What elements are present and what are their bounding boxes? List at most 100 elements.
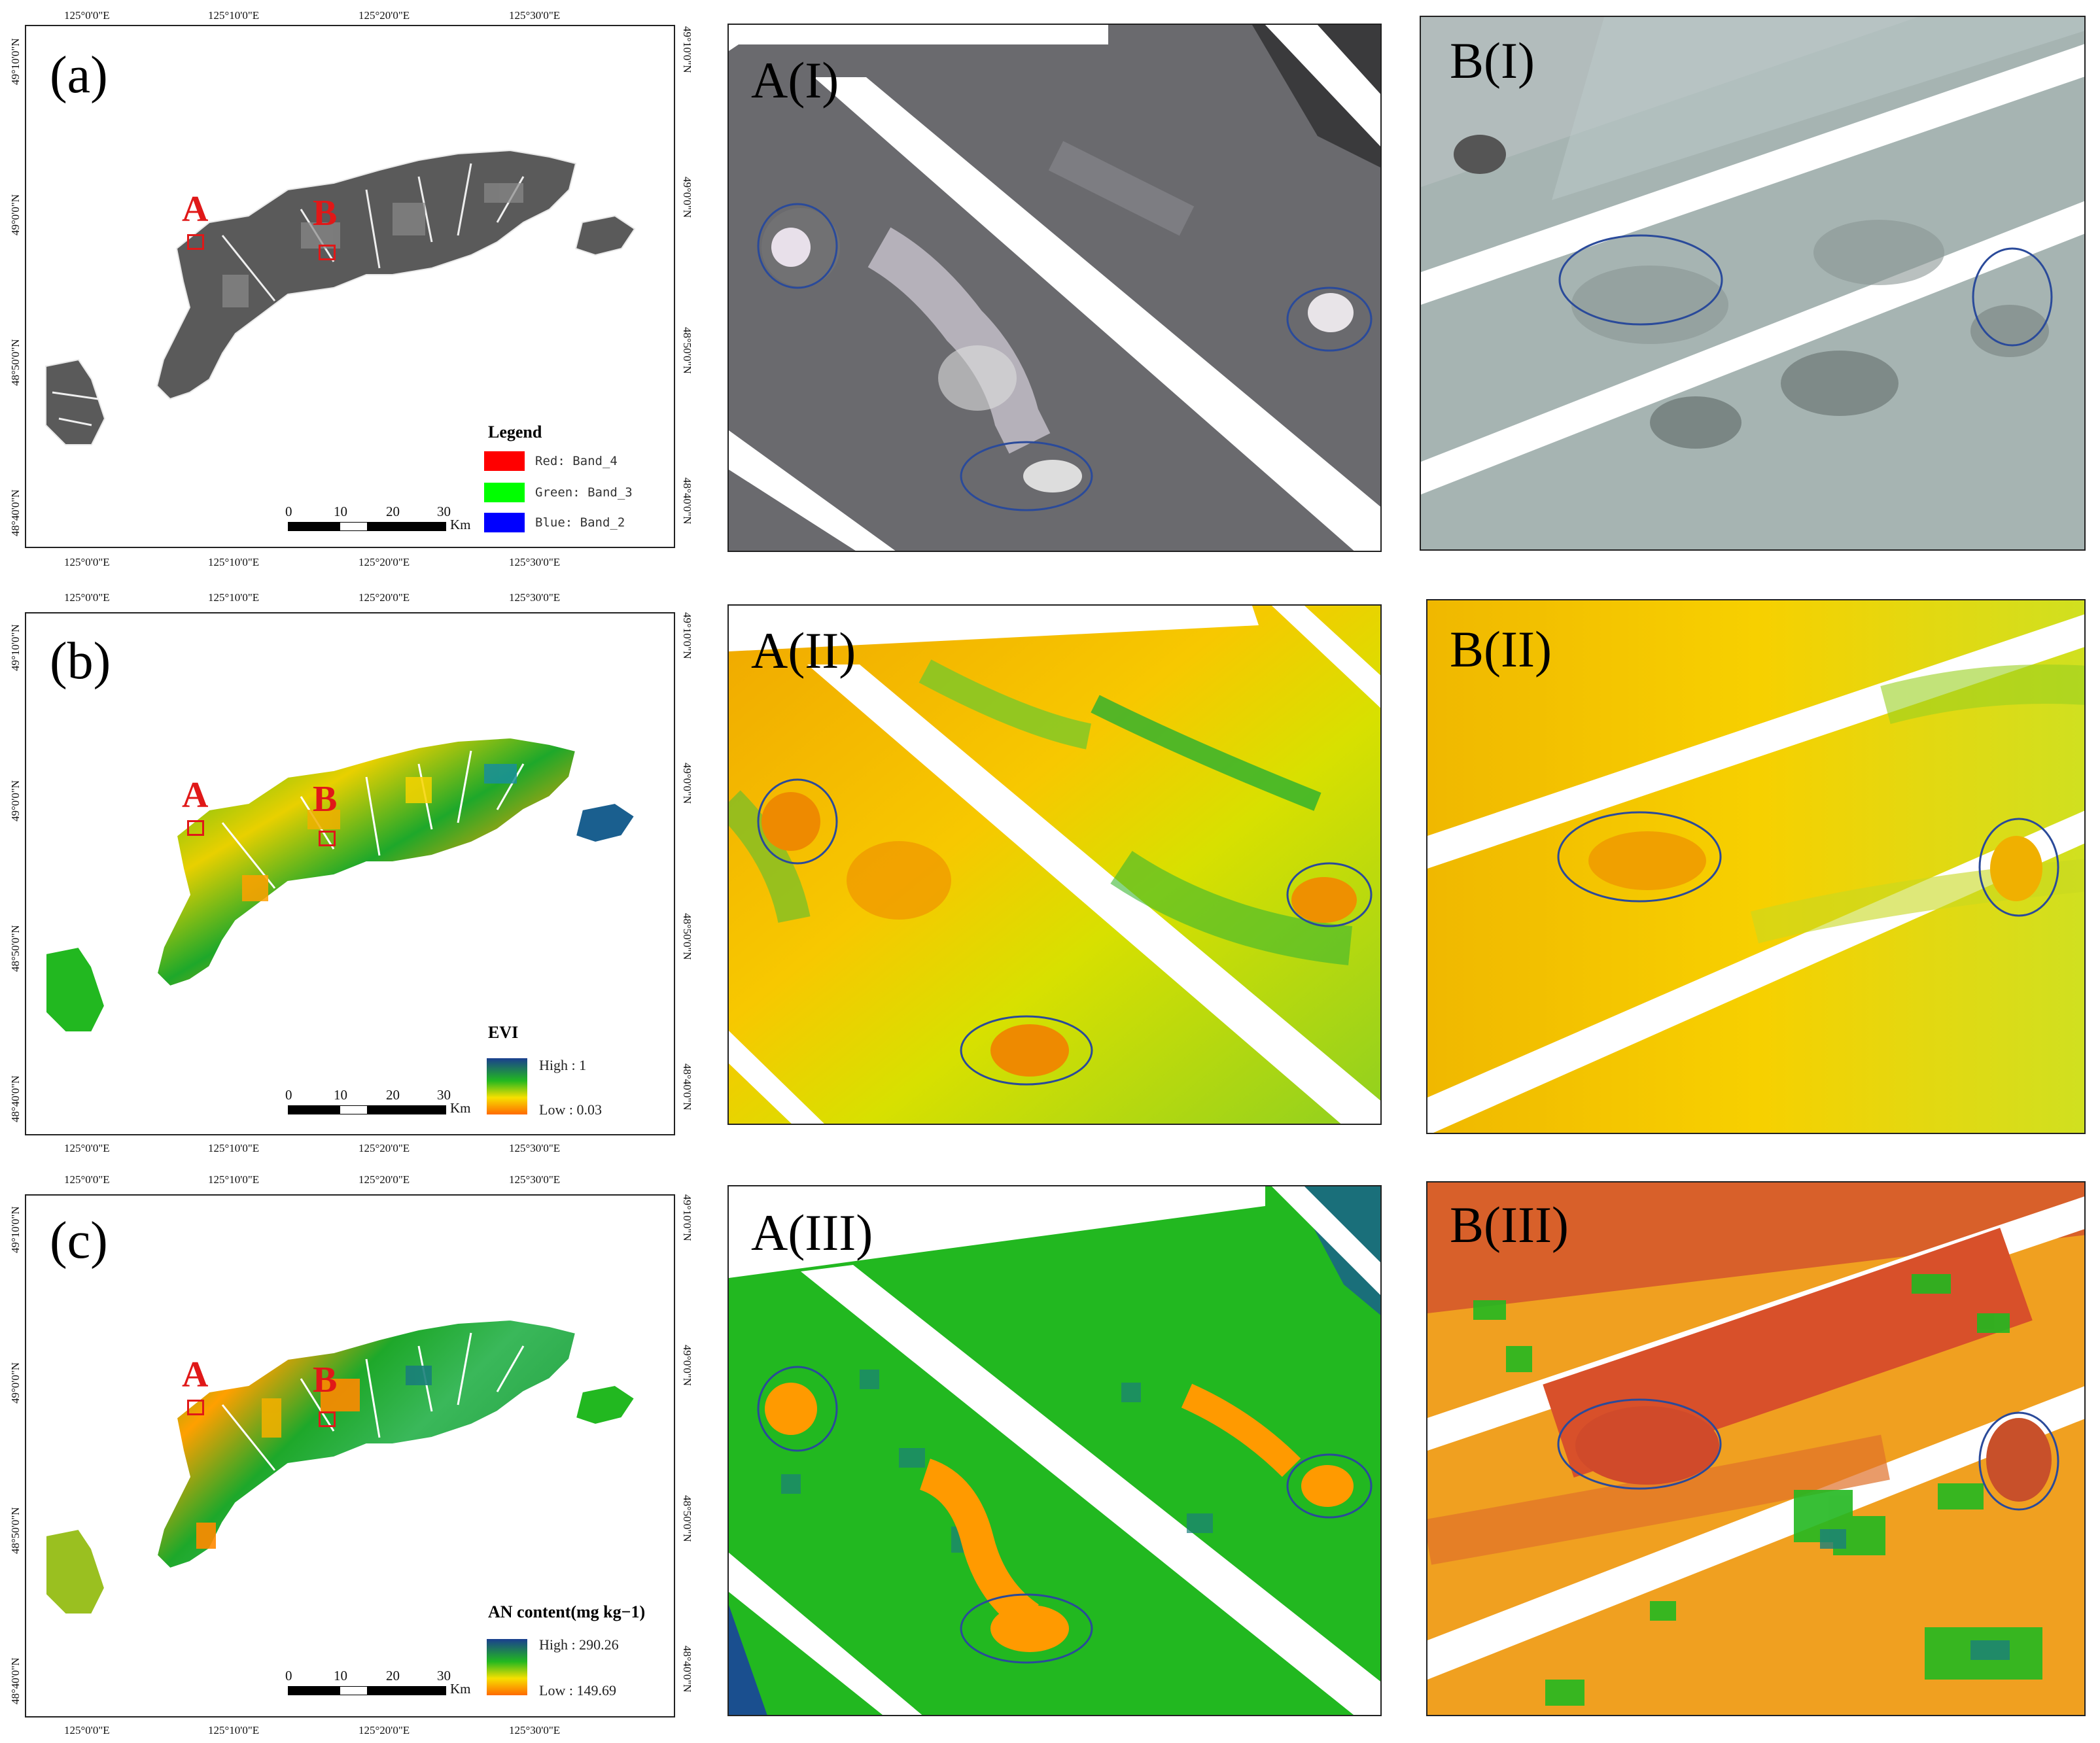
lat-tick: 48°40'0"N	[9, 1657, 22, 1704]
lon-tick: 125°10'0"E	[208, 1142, 260, 1154]
site-label-b: B	[313, 1360, 338, 1400]
lat-tick: 48°50'0"N	[681, 327, 693, 374]
scale-label: 30	[437, 1087, 451, 1103]
legend-swatch-blue	[484, 513, 525, 532]
site-label-a: A	[182, 189, 209, 230]
lat-tick: 49°0'0"N	[681, 763, 693, 804]
legend-item-green: Green: Band_3	[535, 485, 633, 500]
lat-tick: 49°0'0"N	[9, 194, 22, 235]
zoom-image-a1	[729, 25, 1380, 551]
zoom-panel-a3: A(III)	[727, 1185, 1382, 1716]
zoom-panel-label: B(III)	[1450, 1196, 1569, 1253]
zoom-panel-b1: B(I)	[1420, 16, 2086, 551]
lat-tick: 49°10'0"N	[681, 26, 693, 73]
zoom-image-b1	[1421, 17, 2084, 549]
lat-tick: 48°50'0"N	[9, 339, 22, 386]
lon-tick: 125°10'0"E	[208, 9, 260, 22]
zoom-image-a2	[729, 606, 1380, 1124]
lat-tick: 48°40'0"N	[681, 1646, 693, 1693]
lon-tick: 125°0'0"E	[64, 1173, 110, 1186]
evi-field-map	[45, 736, 636, 1033]
scale-unit: Km	[450, 1100, 471, 1116]
lon-tick: 125°10'0"E	[208, 1173, 260, 1186]
lat-tick: 49°10'0"N	[9, 1206, 22, 1253]
legend-title: AN content(mg kg−1)	[488, 1602, 646, 1621]
lon-tick: 125°0'0"E	[64, 9, 110, 22]
lon-tick: 125°30'0"E	[509, 1142, 561, 1154]
scale-label: 30	[437, 1668, 451, 1683]
scale-label: 30	[437, 504, 451, 519]
lon-tick: 125°0'0"E	[64, 556, 110, 568]
zoom-image-b3	[1427, 1182, 2084, 1715]
legend-item-red: Red: Band_4	[535, 454, 618, 468]
zoom-panel-label: B(II)	[1450, 621, 1552, 678]
zoom-panel-a2: A(II)	[727, 604, 1382, 1125]
panel-label: (b)	[50, 632, 111, 690]
legend-high: High : 1	[539, 1057, 587, 1073]
panel-label: (c)	[50, 1212, 108, 1269]
zoom-panel-b2: B(II)	[1426, 599, 2086, 1134]
scale-bar	[288, 522, 446, 531]
lon-tick: 125°0'0"E	[64, 1724, 110, 1736]
an-color-ramp	[487, 1639, 527, 1695]
lat-tick: 48°40'0"N	[9, 489, 22, 536]
legend-item-blue: Blue: Band_2	[535, 515, 625, 530]
scale-label: 20	[386, 1087, 400, 1103]
legend-title: EVI	[488, 1023, 519, 1042]
lon-tick: 125°10'0"E	[208, 591, 260, 604]
zoom-panel-label: A(III)	[751, 1204, 873, 1261]
site-marker-b	[319, 1411, 336, 1427]
legend-title: Legend	[488, 423, 542, 441]
lon-tick: 125°30'0"E	[509, 9, 561, 22]
zoom-panel-label: B(I)	[1450, 32, 1535, 89]
lat-tick: 49°10'0"N	[681, 612, 693, 659]
site-label-b: B	[313, 193, 338, 233]
lat-tick: 49°10'0"N	[681, 1194, 693, 1241]
scale-label: 0	[285, 1087, 292, 1103]
site-label-a: A	[182, 775, 209, 816]
lon-tick: 125°30'0"E	[509, 1724, 561, 1736]
evi-color-ramp	[487, 1058, 527, 1114]
lat-tick: 49°0'0"N	[9, 780, 22, 821]
lat-tick: 48°40'0"N	[681, 1063, 693, 1111]
lat-tick: 49°0'0"N	[681, 177, 693, 218]
legend-low: Low : 0.03	[539, 1101, 602, 1118]
lat-tick: 49°10'0"N	[9, 38, 22, 85]
lat-tick: 48°50'0"N	[9, 925, 22, 972]
lat-tick: 48°50'0"N	[9, 1507, 22, 1554]
lon-tick: 125°20'0"E	[359, 1173, 410, 1186]
site-marker-b	[319, 831, 336, 846]
site-label-a: A	[182, 1355, 209, 1395]
scale-label: 10	[334, 1087, 347, 1103]
zoom-image-a3	[729, 1186, 1380, 1715]
site-marker-a	[187, 820, 204, 836]
lon-tick: 125°20'0"E	[359, 556, 410, 568]
lon-tick: 125°30'0"E	[509, 556, 561, 568]
scale-unit: Km	[450, 1681, 471, 1697]
lon-tick: 125°20'0"E	[359, 591, 410, 604]
legend-swatch-red	[484, 451, 525, 471]
zoom-panel-b3: B(III)	[1426, 1181, 2086, 1716]
zoom-panel-a1: A(I)	[727, 24, 1382, 552]
lat-tick: 48°40'0"N	[681, 477, 693, 525]
site-marker-b	[319, 245, 336, 260]
map-frame	[25, 1194, 675, 1717]
zoom-image-b2	[1427, 600, 2084, 1133]
lat-tick: 49°0'0"N	[9, 1362, 22, 1404]
lat-tick: 48°50'0"N	[681, 913, 693, 960]
scale-label: 0	[285, 504, 292, 519]
lon-tick: 125°20'0"E	[359, 9, 410, 22]
scale-unit: Km	[450, 517, 471, 532]
map-frame	[25, 25, 675, 548]
map-panel-c: 125°0'0"E 125°10'0"E 125°20'0"E 125°30'0…	[0, 1171, 700, 1743]
scale-label: 10	[334, 1668, 347, 1683]
zoom-panel-label: A(II)	[751, 622, 856, 679]
lon-tick: 125°30'0"E	[509, 591, 561, 604]
legend-low: Low : 149.69	[539, 1682, 616, 1699]
lon-tick: 125°0'0"E	[64, 591, 110, 604]
site-marker-a	[187, 234, 204, 250]
lon-tick: 125°0'0"E	[64, 1142, 110, 1154]
lat-tick: 49°10'0"N	[9, 624, 22, 671]
an-content-field-map	[45, 1319, 636, 1615]
lon-tick: 125°20'0"E	[359, 1724, 410, 1736]
